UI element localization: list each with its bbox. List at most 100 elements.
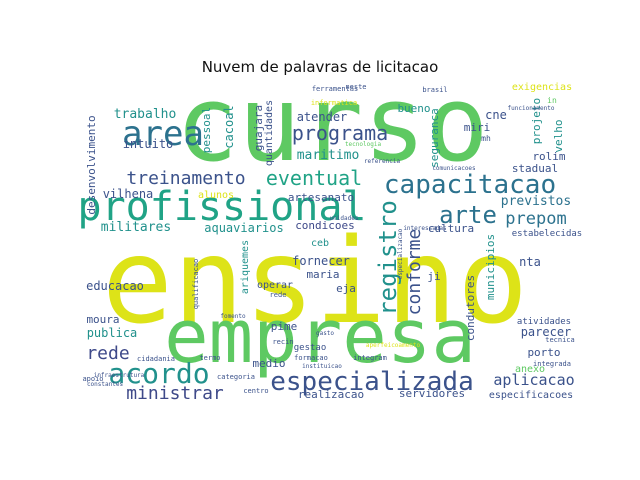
word-13: ministrar: [126, 383, 224, 404]
word-51: guajara: [252, 105, 265, 151]
word-88: apoio: [82, 375, 103, 383]
word-68: integram: [353, 354, 387, 362]
word-39: ji: [427, 270, 440, 283]
word-57: stadual: [512, 162, 558, 175]
word-98: gasto: [316, 330, 334, 337]
word-38: municipios: [484, 234, 497, 300]
word-50: cacoal: [222, 105, 236, 148]
word-17: prepom: [505, 209, 566, 229]
word-63: artesanato: [288, 191, 354, 204]
word-37: condutores: [464, 275, 477, 341]
word-6: area: [122, 114, 204, 154]
word-83: mh: [481, 134, 491, 143]
word-45: especificacoes: [489, 390, 573, 401]
word-62: alunos: [198, 190, 234, 201]
word-22: previstos: [501, 194, 571, 209]
word-41: estabelecidas: [512, 229, 582, 239]
word-14: conforme: [404, 229, 425, 316]
word-81: funcionamento: [508, 105, 555, 112]
word-55: miri: [464, 121, 491, 134]
word-94: rede: [270, 291, 287, 299]
word-71: termo: [199, 354, 220, 362]
word-10: programa: [292, 121, 388, 145]
word-21: maritimo: [297, 148, 360, 163]
word-85: in: [547, 96, 557, 105]
word-34: medio: [252, 357, 285, 370]
word-0: curso: [175, 63, 488, 185]
word-89: constantes: [87, 381, 124, 388]
word-25: vilhena: [103, 187, 154, 201]
word-18: trabalho: [114, 107, 177, 122]
word-69: formacao: [294, 354, 328, 362]
word-29: maria: [306, 268, 339, 281]
word-7: acordo: [108, 357, 209, 390]
word-3: profissional: [78, 184, 367, 230]
word-54: cne: [485, 108, 507, 122]
word-66: ceb: [311, 238, 329, 249]
word-73: cidadania: [137, 355, 175, 363]
word-28: educacao: [86, 279, 144, 293]
word-84: neste: [345, 83, 366, 91]
word-26: condicoes: [295, 219, 355, 232]
word-52: quantidades: [264, 100, 275, 166]
word-27: fornecer: [292, 254, 350, 268]
word-67: gestao: [294, 343, 327, 353]
word-59: projeto: [530, 98, 543, 144]
word-47: atividades: [517, 317, 571, 327]
word-97: interessadas: [403, 225, 447, 232]
word-31: publica: [87, 326, 138, 340]
word-9: registro: [374, 200, 402, 316]
word-36: parecer: [521, 325, 572, 339]
word-20: atender: [297, 110, 348, 124]
word-53: bueno: [397, 102, 430, 115]
word-5: especializada: [270, 367, 474, 397]
word-64: ariquemes: [240, 240, 251, 294]
word-35: porto: [527, 346, 560, 359]
word-78: tecnologia: [345, 141, 382, 148]
word-46: anexo: [515, 364, 545, 375]
word-76: ferramentas: [312, 85, 358, 93]
word-1: ensino: [102, 212, 528, 350]
word-65: operar: [257, 280, 293, 291]
word-33: pime: [271, 320, 298, 333]
word-77: informatica: [311, 99, 357, 107]
word-70: recin: [272, 338, 293, 346]
word-2: empresa: [164, 294, 476, 380]
word-74: tecnica: [545, 336, 575, 344]
word-30: eja: [336, 282, 356, 295]
word-23: aquaviarios: [204, 221, 283, 235]
word-92: aperfeicoamento: [366, 342, 421, 349]
word-15: rede: [86, 343, 129, 364]
word-86: qualificacao: [192, 259, 200, 310]
word-56: rolim: [532, 150, 565, 163]
word-4: capacitacao: [384, 170, 556, 200]
word-12: treinamento: [126, 168, 245, 189]
word-19: intuito: [123, 137, 174, 151]
word-96: especializacao: [397, 228, 404, 279]
word-75: integrada: [533, 360, 571, 368]
word-80: brasil: [422, 86, 447, 94]
chart-title: Nuvem de palavras de licitacao: [201, 58, 439, 76]
word-48: desenvolvimento: [85, 115, 98, 214]
word-95: fomento: [220, 313, 246, 320]
word-44: realizacao: [298, 388, 364, 401]
word-91: unidades: [330, 215, 359, 222]
word-72: categoria: [217, 373, 255, 381]
word-60: exigencias: [512, 82, 572, 93]
word-11: eventual: [266, 166, 362, 190]
word-24: militares: [101, 220, 171, 235]
word-16: aplicacao: [493, 371, 574, 389]
word-58: velho: [552, 119, 565, 152]
word-32: moura: [86, 313, 119, 326]
word-61: seguranca: [428, 108, 441, 168]
word-42: cultura: [428, 222, 474, 235]
word-90: centro: [243, 387, 268, 395]
word-93: instituicao: [302, 363, 342, 370]
word-40: nta: [519, 255, 541, 269]
word-8: arte: [439, 201, 497, 229]
word-82: comunicacoes: [432, 165, 476, 172]
word-43: servidores: [399, 387, 465, 400]
word-49: pessoal: [200, 107, 213, 153]
